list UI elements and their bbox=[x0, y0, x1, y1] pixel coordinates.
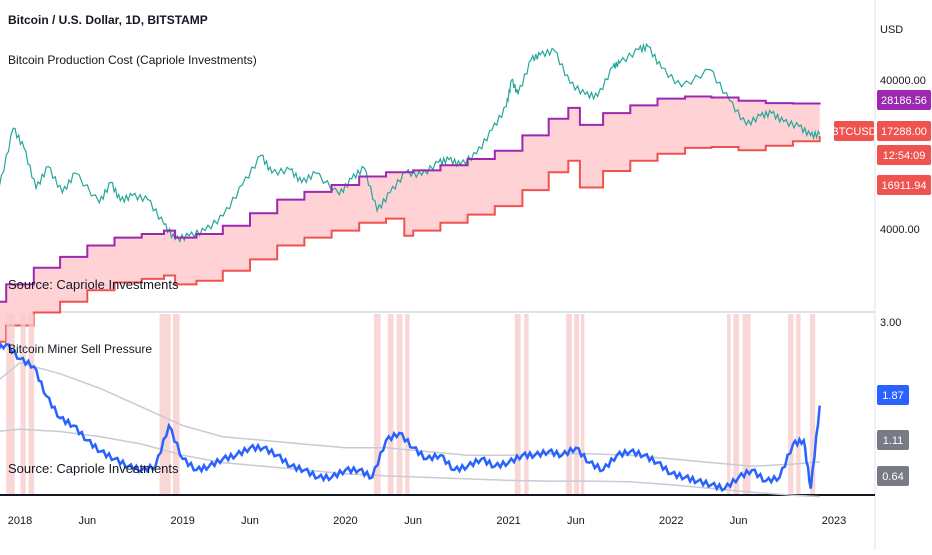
x-tick-label: Jun bbox=[78, 515, 96, 527]
main-pane[interactable]: Source: Capriole Investments bbox=[0, 42, 821, 343]
axes-layer: USD 40000.00 4000.00 3.00 2018 Jun 2019 Jun 2020… bbox=[8, 24, 926, 527]
chart-title[interactable]: Bitcoin / U.S. Dollar, 1D, BITSTAMP bbox=[8, 13, 208, 27]
sell-pressure-highlight bbox=[727, 314, 731, 494]
sell-pressure-highlight bbox=[574, 314, 580, 494]
indicator-pane[interactable]: Bitcoin Miner Sell Pressure Source: Capri… bbox=[0, 314, 821, 498]
price-label-electricity-bg bbox=[877, 175, 931, 195]
x-tick-label: 2018 bbox=[8, 515, 32, 527]
price-label-countdown-bg bbox=[877, 145, 931, 165]
indicator-name[interactable]: Bitcoin Production Cost (Capriole Invest… bbox=[8, 53, 257, 67]
price-label-symbol: BTCUSD bbox=[831, 126, 876, 138]
y-tick-label: 4000.00 bbox=[880, 224, 920, 236]
sell-pressure-highlight bbox=[580, 314, 585, 494]
electricity-cost-line[interactable] bbox=[0, 135, 821, 343]
sell-pressure-highlight bbox=[373, 314, 381, 494]
x-tick-label: 2019 bbox=[170, 515, 194, 527]
cost-band bbox=[0, 96, 820, 342]
lower-band-line[interactable] bbox=[0, 428, 820, 498]
sell-pressure-highlight bbox=[405, 314, 410, 494]
sell-pressure-highlight bbox=[566, 314, 572, 494]
source-label: Source: Capriole Investments bbox=[8, 461, 179, 476]
source-label: Source: Capriole Investments bbox=[8, 277, 179, 292]
upper-band-line[interactable] bbox=[0, 361, 820, 468]
sell-pressure-highlight bbox=[28, 314, 35, 494]
background-layer bbox=[0, 0, 876, 550]
production-cost-line[interactable] bbox=[0, 95, 821, 303]
indicator-title[interactable]: Bitcoin Miner Sell Pressure bbox=[8, 342, 152, 356]
sell-pressure-highlight bbox=[742, 314, 751, 494]
sell-pressure-highlight bbox=[788, 314, 794, 494]
x-tick-label: 2021 bbox=[496, 515, 520, 527]
indicator-label-value-bg bbox=[877, 385, 909, 405]
sell-pressure-highlight bbox=[172, 314, 180, 494]
x-tick-label: 2023 bbox=[822, 515, 846, 527]
price-label-last-bg bbox=[877, 121, 931, 141]
indicator-label-upper-bg bbox=[877, 430, 909, 450]
x-tick-label: Jun bbox=[730, 515, 748, 527]
x-tick-label: Jun bbox=[241, 515, 259, 527]
sell-pressure-highlight bbox=[396, 314, 403, 494]
price-label-countdown: 12:54:09 bbox=[883, 150, 926, 162]
sell-pressure-highlight bbox=[20, 314, 26, 494]
sell-pressure-highlight bbox=[796, 314, 801, 494]
price-label-electricity: 16911.94 bbox=[881, 180, 926, 192]
sell-pressure-highlight bbox=[809, 314, 816, 494]
indicator-label-value: 1.87 bbox=[882, 390, 903, 402]
sell-pressure-highlight bbox=[387, 314, 394, 494]
price-label-symbol-bg bbox=[834, 121, 874, 141]
sell-pressure-highlight bbox=[514, 314, 521, 494]
sell-pressure-highlight bbox=[6, 314, 15, 494]
sell-pressure-highlight bbox=[159, 314, 171, 494]
price-label-last: 17288.00 bbox=[881, 126, 927, 138]
x-tick-label: Jun bbox=[404, 515, 422, 527]
price-labels-layer: 28186.56 BTCUSD 17288.00 12:54:09 16911.94 1.… bbox=[831, 90, 931, 486]
x-tick-label: 2020 bbox=[333, 515, 357, 527]
price-label-production-bg bbox=[877, 90, 931, 110]
y-tick-label: 3.00 bbox=[880, 317, 901, 329]
indicator-label-upper: 1.11 bbox=[883, 435, 904, 447]
price-label-production: 28186.56 bbox=[881, 95, 927, 107]
y-unit-label: USD bbox=[880, 24, 903, 36]
y-tick-label: 40000.00 bbox=[880, 75, 926, 87]
sell-pressure-line[interactable] bbox=[0, 342, 821, 493]
sell-pressure-highlight bbox=[524, 314, 529, 494]
indicator-label-lower: 0.64 bbox=[882, 471, 903, 483]
indicator-label-lower-bg bbox=[877, 466, 909, 486]
x-tick-label: Jun bbox=[567, 515, 585, 527]
x-tick-label: 2022 bbox=[659, 515, 683, 527]
sell-pressure-highlight bbox=[733, 314, 740, 494]
